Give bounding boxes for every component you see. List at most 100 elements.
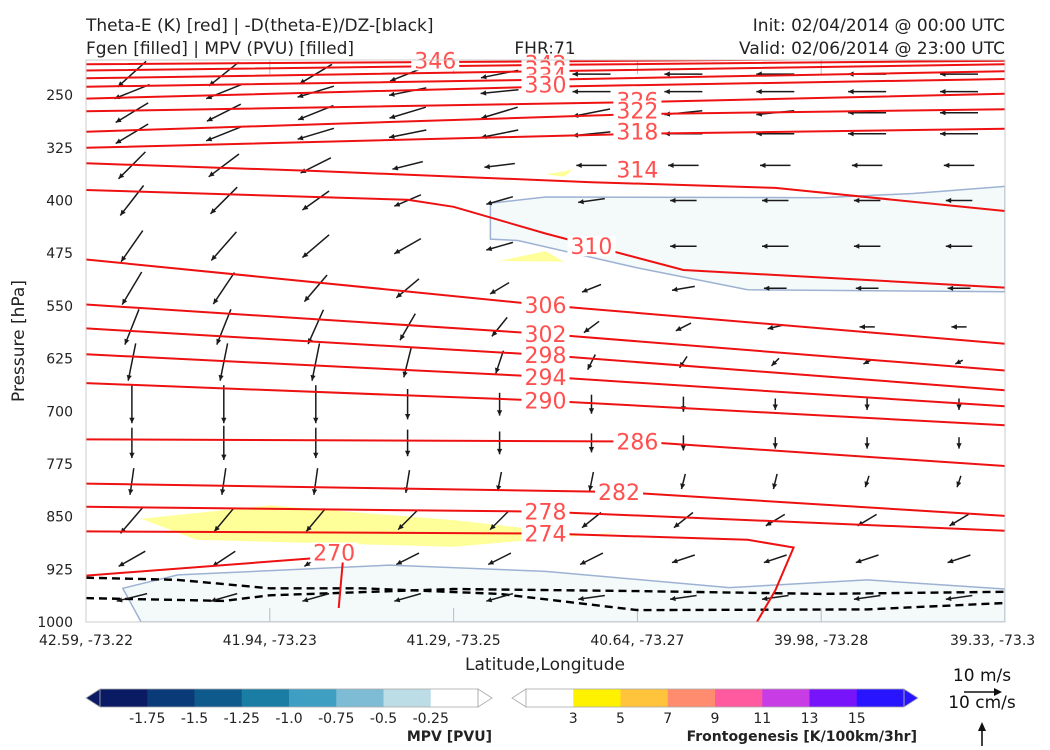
wind-arrow-head [664,71,670,77]
theta-e-contour-310 [86,189,1005,289]
colorbar-tick-label: 9 [711,711,720,727]
wind-arrow-head [206,136,213,142]
wind-arrow [576,162,607,168]
wind-arrow-head [480,90,487,96]
wind-arrow [864,475,870,488]
wind-arrow-head [863,359,870,364]
x-axis-label: Latitude,Longitude [465,655,625,675]
wind-arrow-shaft [114,83,150,100]
colorbar-segment [430,689,479,707]
colorbar-tick-label: -1.0 [275,711,302,727]
wind-arrow-head [129,417,135,424]
wind-arrow-shaft [208,153,240,178]
wind-arrow-head [848,89,854,95]
title-line-2: Fgen [filled] | MPV (PVU) [filled] [86,39,354,59]
wind-arrow [124,309,140,345]
wind-arrow [763,554,787,564]
vector-key-vertical-label: 10 cm/s [948,693,1016,713]
wind-arrow-shaft [480,129,519,139]
wind-arrow-head [664,89,670,95]
y-tick-label: 325 [46,141,73,157]
wind-arrow-head [583,327,590,333]
wind-arrow [951,324,967,330]
wind-arrow [128,468,135,495]
wind-arrow-head [945,197,952,204]
y-tick-label: 775 [46,457,73,473]
negative-mpv-region [489,185,1005,293]
wind-arrow-head [389,133,395,139]
wind-arrow-shaft [389,106,427,119]
theta-e-contour-label: 314 [616,159,658,184]
wind-arrow [496,392,503,416]
wind-arrow-head [588,485,594,491]
wind-arrow-head [392,165,399,171]
wind-arrow [395,552,420,566]
wind-arrow [863,359,872,365]
theta-e-contour-label: 310 [570,235,612,260]
wind-arrow-head [956,404,962,410]
fgen-colorbar-title: Frontogenesis [K/100km/3hr] [687,729,917,745]
contour-label-background [521,323,570,344]
wind-arrow [572,71,611,77]
wind-arrow [772,473,778,490]
wind-arrow-head [306,525,312,532]
wind-arrow [495,350,505,374]
wind-arrow [772,398,778,410]
wind-arrow [481,106,518,120]
wind-arrow [945,243,973,249]
wind-arrow-head [762,197,768,204]
wind-arrow-head [302,204,309,210]
wind-arrow-head [405,414,411,420]
wind-arrow [206,103,242,122]
wind-arrow-head [864,481,870,488]
contour-label-background [613,121,662,142]
colorbar-segment [336,689,384,707]
colorbar-cap-left [511,688,527,708]
wind-arrow-head [864,404,870,410]
theta-e-contour-label: 330 [525,74,567,99]
wind-arrow-shaft [301,190,330,211]
wind-arrow-shaft [119,506,144,534]
contour-label-background [613,100,662,121]
wind-arrow [668,162,699,168]
wind-arrow-head [765,520,772,526]
wind-arrow [940,131,978,137]
colorbar-segment [289,689,337,707]
contour-label-background [521,74,570,95]
wind-arrow [947,285,971,291]
wind-arrow-head [951,324,957,330]
wind-arrow [388,129,427,139]
wind-arrow [486,195,514,206]
wind-arrow-head [943,162,950,168]
wind-arrow [303,274,328,303]
colorbar-segment [667,689,716,707]
wind-arrow [956,437,962,449]
wind-arrow-head [853,243,860,249]
wind-arrow [943,162,975,168]
wind-arrow-head [486,597,493,603]
wind-arrow-head [402,371,408,378]
wind-arrow-head [955,359,962,364]
x-tick-label: 42.59, -73.22 [39,633,133,649]
wind-arrow-head [304,561,311,567]
theta-e-contour-label: 278 [525,501,567,526]
wind-arrow [664,71,703,77]
colorbar-tick-label: -0.25 [413,711,449,727]
wind-arrow [583,320,600,334]
colorbar-segment [100,689,148,707]
y-axis-label: Pressure [hPa] [9,280,29,402]
wind-arrow-head [221,454,227,460]
colorbar-tick-label: -1.75 [129,711,165,727]
wind-arrow-head [124,338,130,345]
wind-arrow [399,313,416,341]
y-tick-label: 850 [46,510,73,526]
theta-e-contour-label: 270 [313,541,355,566]
wind-arrow-head [582,287,588,293]
wind-arrow-head [763,285,770,291]
vector-key-horizontal-arrowhead [994,688,1002,696]
wind-arrow [489,510,510,531]
colorbar-segment [241,689,290,707]
wind-arrow-head [394,597,401,603]
wind-arrow [397,510,418,531]
y-tick-label: 625 [46,352,73,368]
